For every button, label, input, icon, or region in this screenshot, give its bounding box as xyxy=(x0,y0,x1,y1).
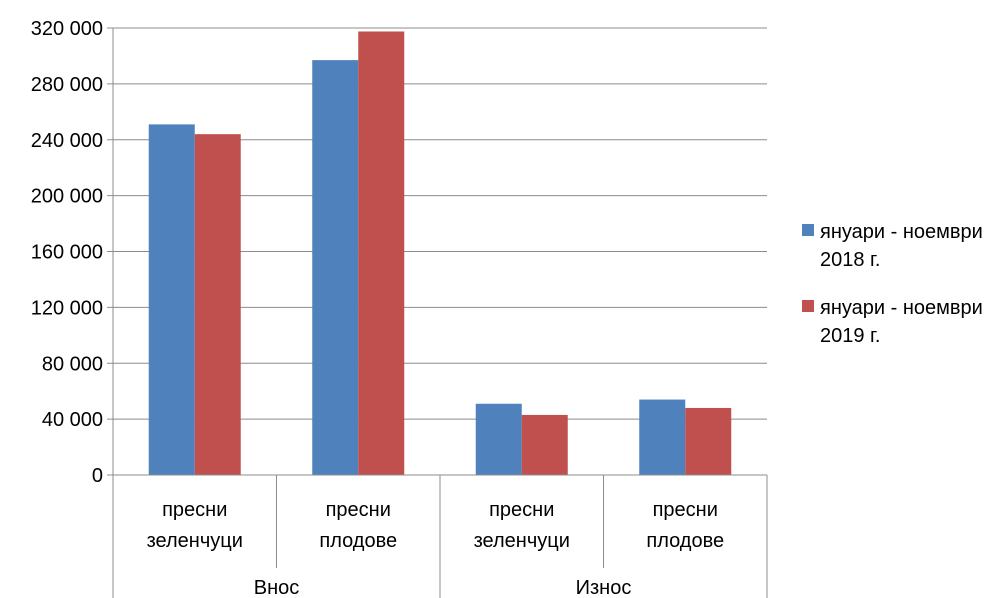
bar xyxy=(475,403,522,475)
legend-label-2018-line1: януари - ноември xyxy=(820,221,983,243)
y-tick-label: 80 000 xyxy=(42,353,103,375)
bar xyxy=(194,134,241,475)
legend-label-2019-line1: януари - ноември xyxy=(820,297,983,319)
legend-swatch-2018 xyxy=(802,224,814,236)
y-tick-label: 40 000 xyxy=(42,409,103,431)
x-category-label: плодове xyxy=(319,530,397,552)
bar xyxy=(148,124,195,476)
legend-swatch-2019 xyxy=(802,300,814,312)
legend: януари - ноември 2018 г. януари - ноемвр… xyxy=(800,218,996,370)
y-tick-label: 120 000 xyxy=(31,297,103,319)
x-category-label: зеленчуци xyxy=(147,530,243,552)
x-category-label: пресни xyxy=(653,499,718,521)
bar xyxy=(639,399,686,475)
x-category-label: зеленчуци xyxy=(474,530,570,552)
bar xyxy=(521,414,568,475)
x-group-label: Износ xyxy=(576,577,632,598)
bar xyxy=(312,60,359,476)
x-category-label: пресни xyxy=(162,499,227,521)
legend-item-2018: януари - ноември 2018 г. xyxy=(800,218,996,274)
bar xyxy=(685,407,732,475)
legend-item-2019: януари - ноември 2019 г. xyxy=(800,294,996,350)
legend-label-2019-line2: 2019 г. xyxy=(820,325,881,347)
y-tick-label: 0 xyxy=(92,465,103,487)
legend-label-2018-line2: 2018 г. xyxy=(820,249,881,271)
bar xyxy=(358,31,405,475)
y-tick-label: 160 000 xyxy=(31,242,103,264)
y-tick-label: 240 000 xyxy=(31,130,103,152)
x-category-label: плодове xyxy=(646,530,724,552)
y-tick-label: 320 000 xyxy=(31,18,103,40)
x-group-label: Внос xyxy=(254,577,300,598)
x-category-label: пресни xyxy=(326,499,391,521)
y-tick-label: 280 000 xyxy=(31,74,103,96)
y-tick-label: 200 000 xyxy=(31,186,103,208)
x-category-label: пресни xyxy=(489,499,554,521)
